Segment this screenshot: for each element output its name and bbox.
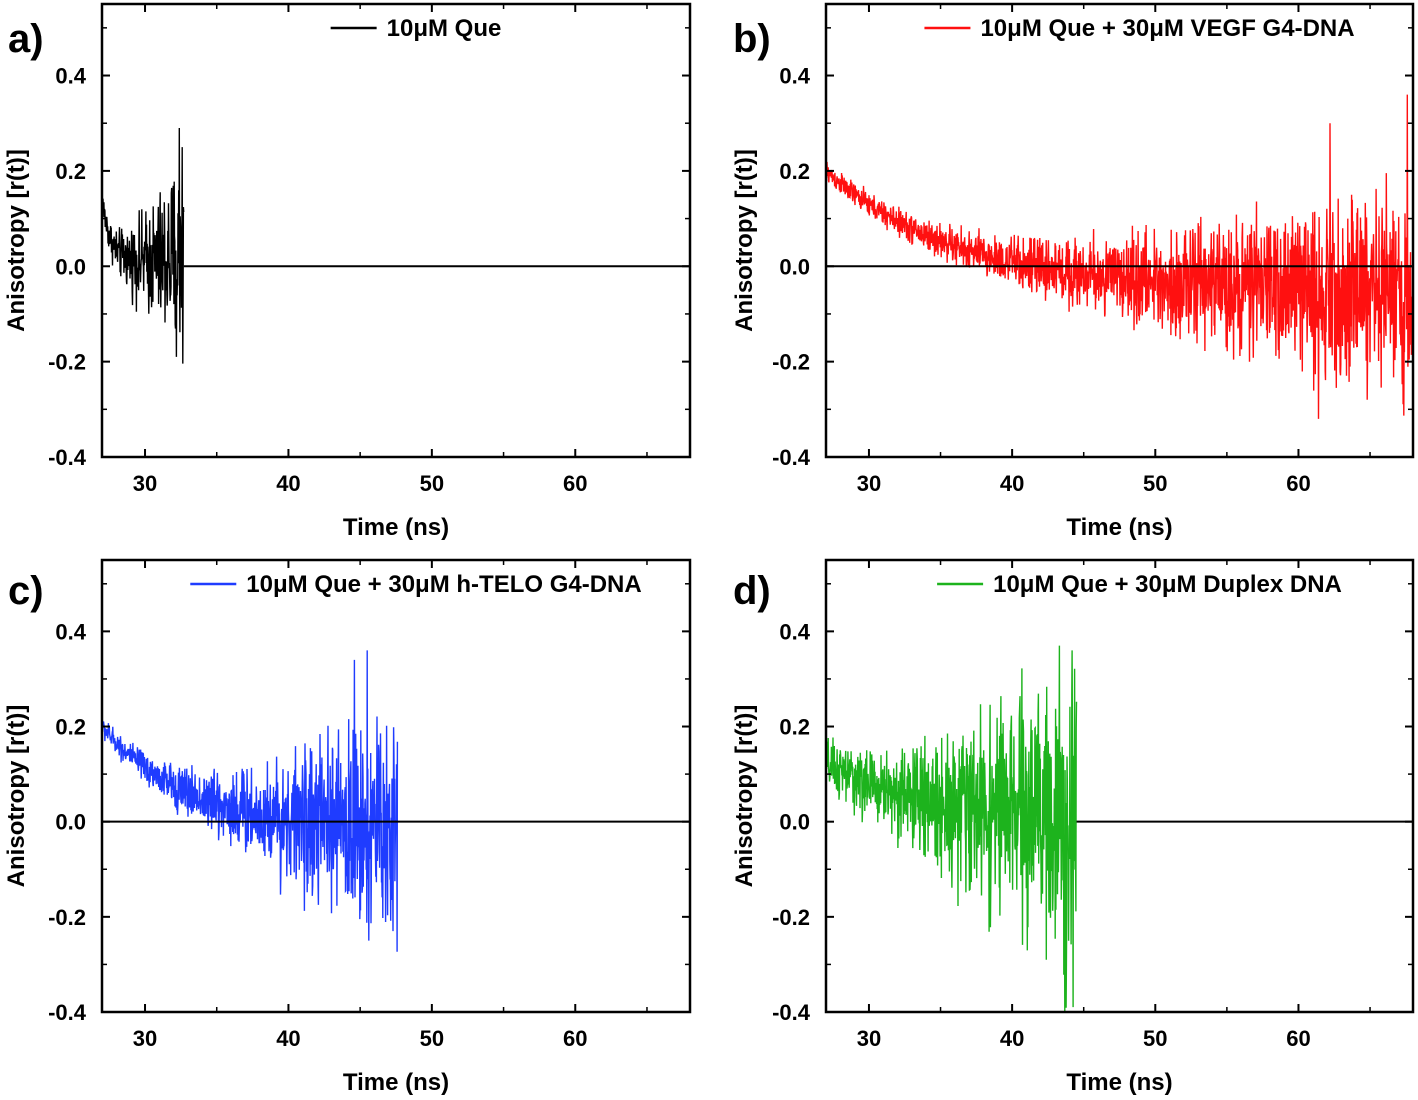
panel-letter: a): [8, 17, 44, 61]
y-tick-label: -0.4: [48, 445, 87, 470]
data-series-line: [825, 94, 1414, 419]
chart-panel-4: d) 30 40 50 60 -0.4 -0.2 0.0 0.2 0.4 Time (ns) Anis…: [731, 558, 1415, 1096]
x-tick-label: 30: [857, 471, 881, 496]
y-tick-label: 0.0: [779, 254, 810, 279]
y-tick-label: 0.4: [55, 64, 86, 89]
y-tick-label: 0.2: [779, 159, 810, 184]
x-tick-label: 40: [276, 1026, 300, 1051]
y-tick-label: 0.2: [779, 715, 810, 740]
y-axis-title: Anisotropy [r(t)]: [3, 705, 30, 888]
x-tick-label: 40: [276, 471, 300, 496]
x-axis-title: Time (ns): [343, 1069, 449, 1096]
x-tick-label: 60: [563, 471, 587, 496]
y-axis-title: Anisotropy [r(t)]: [731, 149, 758, 332]
panel-letter: d): [733, 569, 771, 613]
chart-panel-1: a) 30 40 50 60 -0.4 -0.2 0.0 0.2 0.4 Time (ns) Anis…: [3, 2, 692, 541]
y-tick-label: 0.4: [55, 619, 86, 644]
y-tick-label: 0.0: [55, 254, 86, 279]
y-axis-title: Anisotropy [r(t)]: [3, 149, 30, 332]
x-tick-label: 50: [420, 471, 444, 496]
y-tick-label: -0.4: [772, 445, 811, 470]
x-tick-label: 40: [1000, 1026, 1024, 1051]
plot-frame: [100, 558, 692, 1014]
data-series-line: [825, 645, 1078, 1013]
x-tick-label: 60: [1286, 1026, 1310, 1051]
data-series-line: [101, 650, 399, 952]
x-tick-label: 50: [1143, 471, 1167, 496]
x-tick-label: 50: [1143, 1026, 1167, 1051]
y-axis-title: Anisotropy [r(t)]: [731, 705, 758, 888]
legend-label: 10μM Que + 30μM h-TELO G4-DNA: [246, 571, 641, 598]
y-tick-label: 0.2: [55, 715, 86, 740]
y-tick-label: -0.2: [48, 905, 86, 930]
plot-frame: [824, 2, 1415, 459]
x-axis-title: Time (ns): [343, 514, 449, 541]
y-tick-label: 0.4: [779, 64, 810, 89]
x-tick-label: 30: [857, 1026, 881, 1051]
y-tick-label: 0.4: [779, 619, 810, 644]
legend: 10μM Que: [330, 15, 502, 42]
x-tick-label: 30: [133, 1026, 157, 1051]
x-tick-label: 30: [133, 471, 157, 496]
y-tick-label: -0.4: [772, 1000, 811, 1025]
panel-letter: c): [8, 569, 44, 613]
x-tick-label: 60: [563, 1026, 587, 1051]
y-tick-label: 0.0: [779, 810, 810, 835]
chart-panel-3: c) 30 40 50 60 -0.4 -0.2 0.0 0.2 0.4 Time (ns) Anis…: [3, 558, 692, 1096]
chart-panel-2: b) 30 40 50 60 -0.4 -0.2 0.0 0.2 0.4 Time (ns) Anis…: [731, 2, 1415, 541]
y-tick-label: 0.0: [55, 810, 86, 835]
y-tick-label: -0.2: [48, 350, 86, 375]
data-series-line: [101, 127, 185, 364]
legend: 10μM Que + 30μM VEGF G4-DNA: [924, 15, 1355, 42]
plot-frame: [100, 2, 692, 459]
legend-label: 10μM Que: [387, 15, 502, 42]
legend: 10μM Que + 30μM h-TELO G4-DNA: [190, 571, 642, 598]
x-tick-label: 60: [1286, 471, 1310, 496]
x-tick-label: 40: [1000, 471, 1024, 496]
y-tick-label: -0.2: [772, 350, 810, 375]
y-tick-label: 0.2: [55, 159, 86, 184]
legend-label: 10μM Que + 30μM Duplex DNA: [993, 571, 1342, 598]
x-axis-title: Time (ns): [1066, 514, 1172, 541]
x-tick-label: 50: [420, 1026, 444, 1051]
plot-frame: [824, 558, 1415, 1014]
y-tick-label: -0.4: [48, 1000, 87, 1025]
panel-letter: b): [733, 17, 771, 61]
legend-label: 10μM Que + 30μM VEGF G4-DNA: [980, 15, 1354, 42]
legend: 10μM Que + 30μM Duplex DNA: [937, 571, 1342, 598]
x-axis-title: Time (ns): [1066, 1069, 1172, 1096]
y-tick-label: -0.2: [772, 905, 810, 930]
